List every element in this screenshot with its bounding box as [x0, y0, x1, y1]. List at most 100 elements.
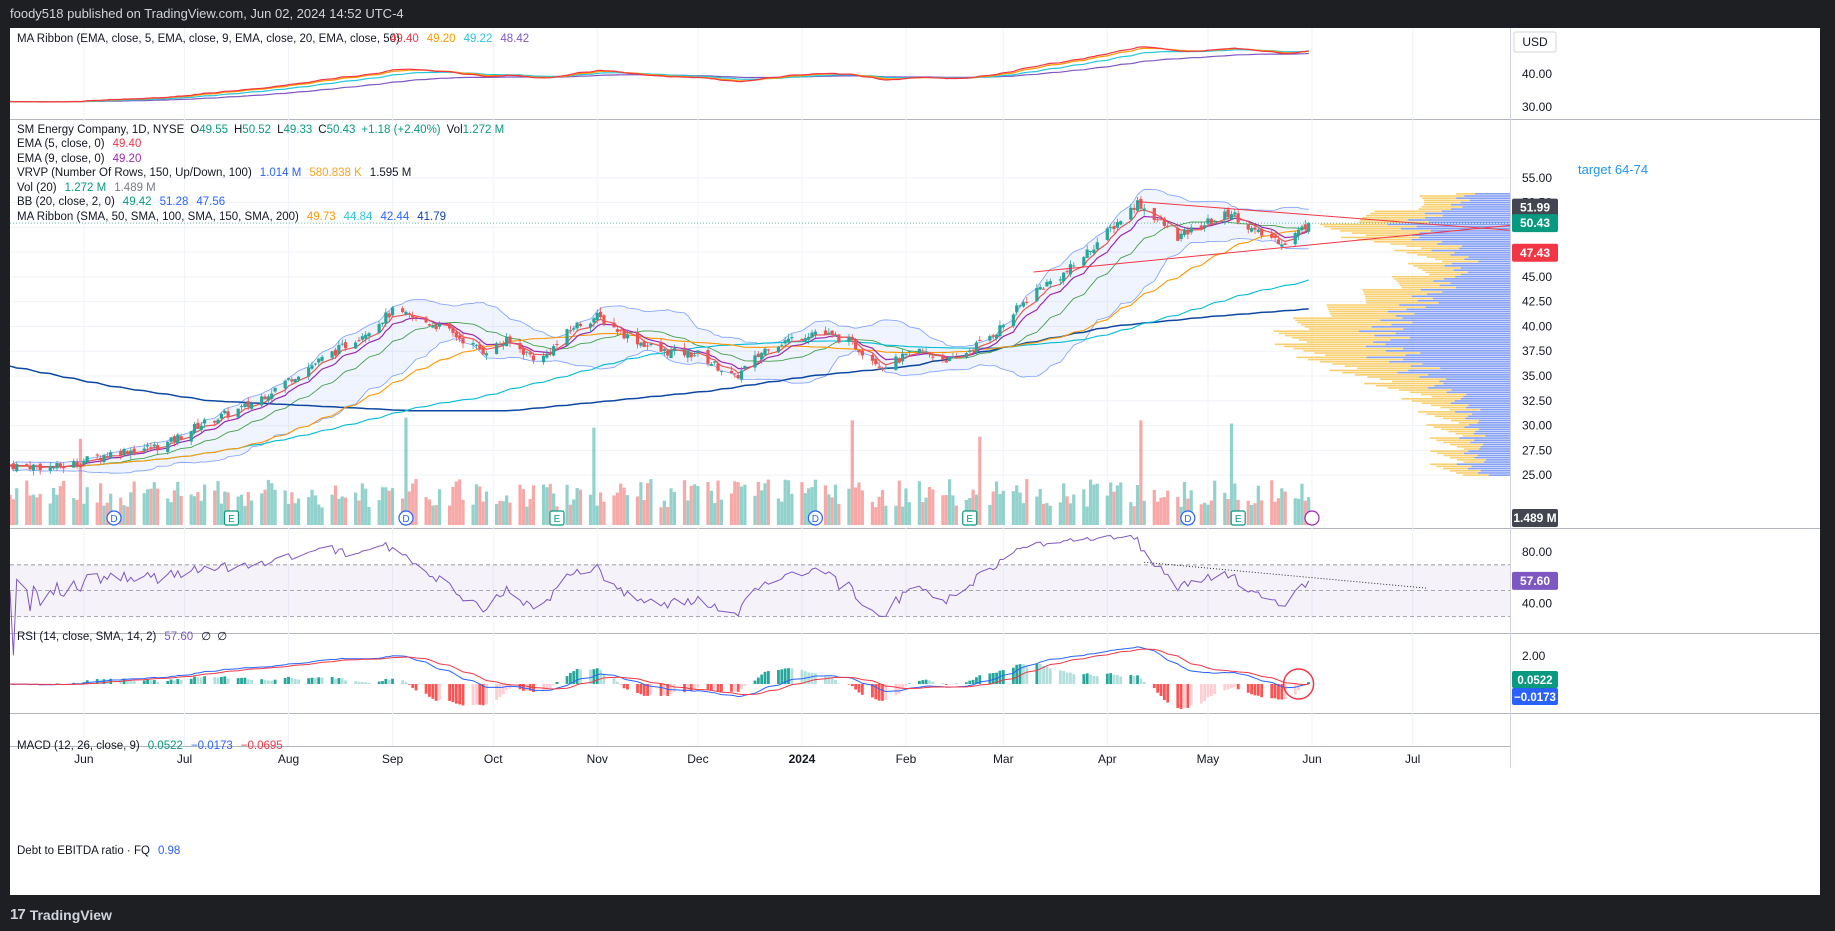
candle-body[interactable] [565, 329, 569, 346]
candle-body[interactable] [541, 355, 546, 363]
candle-body[interactable] [599, 311, 603, 318]
candle-body[interactable] [1307, 223, 1311, 232]
candle-body[interactable] [1283, 243, 1287, 245]
candle-body[interactable] [498, 344, 502, 346]
candle-body[interactable] [122, 449, 126, 456]
candle-body[interactable] [706, 350, 710, 364]
candle-body[interactable] [709, 364, 713, 366]
candle-body[interactable] [1280, 244, 1284, 247]
candle-body[interactable] [874, 359, 878, 365]
candle-body[interactable] [25, 464, 29, 466]
candle-body[interactable] [1233, 212, 1237, 215]
candle-body[interactable] [662, 349, 666, 351]
candle-body[interactable] [31, 464, 36, 471]
candle-body[interactable] [1109, 227, 1113, 229]
candle-body[interactable] [1132, 207, 1136, 210]
candle-body[interactable] [776, 346, 781, 353]
candle-body[interactable] [508, 336, 512, 343]
candle-body[interactable] [830, 330, 834, 334]
debt-legend-name[interactable]: Debt to EBITDA ratio · FQ [17, 845, 150, 857]
candle-body[interactable] [250, 403, 254, 409]
ribbon-ema20-line[interactable] [10, 49, 1309, 103]
candle-body[interactable] [411, 315, 415, 318]
candle-body[interactable] [1021, 302, 1026, 307]
candle-body[interactable] [921, 350, 925, 352]
candle-body[interactable] [860, 350, 864, 356]
candle-body[interactable] [1152, 208, 1156, 221]
candle-body[interactable] [753, 355, 757, 368]
dividend-marker[interactable]: D [807, 510, 823, 526]
sma50-line[interactable] [10, 227, 1309, 468]
candle-body[interactable] [505, 337, 509, 347]
candle-body[interactable] [649, 344, 653, 346]
main-pane-bg[interactable] [10, 120, 1820, 528]
candle-body[interactable] [28, 465, 32, 470]
candle-body[interactable] [1203, 225, 1207, 228]
candle-body[interactable] [474, 344, 479, 346]
candle-body[interactable] [810, 332, 814, 338]
study-ema9[interactable]: EMA (9, close, 0) [17, 153, 105, 165]
upper-trendline[interactable] [1137, 201, 1511, 231]
candle-body[interactable] [575, 322, 579, 329]
candle-body[interactable] [971, 350, 975, 352]
candle-body[interactable] [592, 318, 596, 323]
bb-lower-line[interactable] [10, 237, 1309, 474]
candle-body[interactable] [99, 457, 103, 460]
candle-body[interactable] [82, 461, 86, 465]
split-marker-icon[interactable] [1304, 510, 1320, 526]
candle-body[interactable] [968, 350, 972, 352]
candle-body[interactable] [642, 341, 646, 348]
candle-body[interactable] [58, 463, 62, 468]
candle-body[interactable] [196, 422, 200, 429]
candle-body[interactable] [239, 406, 244, 408]
candle-body[interactable] [169, 437, 173, 442]
volume-badge[interactable] [1512, 509, 1558, 527]
candle-body[interactable] [884, 368, 888, 370]
candle-body[interactable] [1088, 251, 1093, 253]
candle-body[interactable] [1223, 211, 1227, 220]
candle-body[interactable] [595, 312, 599, 321]
earnings-marker[interactable]: E [223, 510, 240, 526]
macd-signal-line[interactable] [10, 648, 1309, 696]
candle-body[interactable] [1001, 324, 1005, 328]
study-vrvp[interactable]: VRVP (Number Of Rows, 150, Up/Down, 100) [17, 167, 252, 179]
candle-body[interactable] [226, 411, 230, 418]
candle-body[interactable] [125, 451, 130, 455]
dividend-marker[interactable]: D [1180, 510, 1196, 526]
candle-body[interactable] [1085, 249, 1089, 258]
candle-body[interactable] [243, 403, 247, 407]
candle-body[interactable] [615, 329, 619, 332]
candle-body[interactable] [354, 342, 358, 349]
candle-body[interactable] [998, 325, 1002, 337]
candle-body[interactable] [619, 329, 623, 331]
candle-body[interactable] [525, 351, 529, 353]
bb-upper-line[interactable] [10, 188, 1309, 466]
price-badge[interactable] [1512, 214, 1558, 233]
candle-body[interactable] [481, 348, 485, 355]
candle-body[interactable] [78, 465, 83, 467]
candle-body[interactable] [1300, 226, 1304, 231]
candle-body[interactable] [199, 425, 203, 431]
candle-body[interactable] [360, 336, 364, 340]
candle-body[interactable] [964, 353, 968, 358]
candle-body[interactable] [246, 401, 250, 408]
candle-body[interactable] [988, 336, 992, 341]
candle-body[interactable] [612, 322, 616, 328]
candle-body[interactable] [219, 413, 224, 419]
candle-body[interactable] [994, 334, 999, 339]
candle-body[interactable] [270, 393, 274, 399]
candle-body[interactable] [10, 464, 12, 466]
candle-body[interactable] [1025, 301, 1029, 303]
candle-body[interactable] [954, 357, 958, 359]
candle-body[interactable] [1058, 279, 1062, 281]
candle-body[interactable] [85, 456, 89, 463]
dividend-marker[interactable]: D [106, 510, 122, 526]
rsi-line[interactable] [10, 534, 1310, 656]
candle-body[interactable] [823, 330, 828, 335]
candle-body[interactable] [1270, 233, 1274, 238]
candle-body[interactable] [166, 441, 170, 452]
dividend-marker[interactable]: D [398, 510, 414, 526]
candle-body[interactable] [296, 376, 301, 380]
rsi-legend-name[interactable]: RSI (14, close, SMA, 14, 2) [17, 631, 157, 643]
